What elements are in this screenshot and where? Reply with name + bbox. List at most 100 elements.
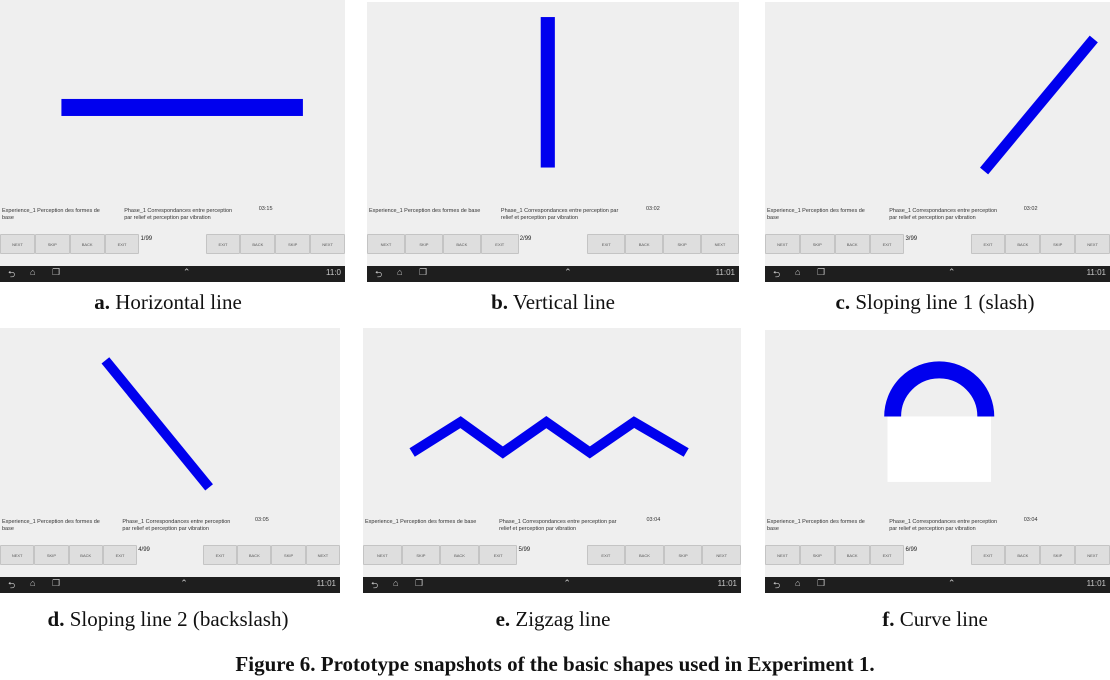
- recent-apps-icon[interactable]: ❐: [52, 578, 61, 588]
- back-icon[interactable]: ⮌: [773, 580, 781, 590]
- nav-button[interactable]: EXIT: [478, 545, 518, 565]
- recent-apps-icon[interactable]: ❐: [817, 578, 826, 588]
- nav-button[interactable]: EXIT: [480, 234, 519, 254]
- nav-button[interactable]: SKIP: [404, 234, 443, 254]
- nav-button[interactable]: EXIT: [869, 545, 905, 565]
- nav-button[interactable]: BACK: [625, 234, 664, 254]
- shape-canvas: [540, 17, 555, 168]
- nav-button[interactable]: SKIP: [401, 545, 441, 565]
- nav-button[interactable]: NEXT: [1075, 545, 1110, 565]
- nav-button[interactable]: BACK: [1005, 234, 1041, 254]
- nav-button[interactable]: NEXT: [0, 234, 35, 254]
- chevron-up-icon[interactable]: ⌃: [947, 267, 956, 277]
- nav-button[interactable]: NEXT: [310, 234, 345, 254]
- nav-button[interactable]: SKIP: [799, 234, 835, 254]
- nav-button[interactable]: NEXT: [0, 545, 35, 565]
- button-bar: NEXT SKIP BACK EXIT 5/99 EXIT BACK SKIP NEXT: [363, 545, 741, 565]
- nav-button[interactable]: EXIT: [587, 234, 626, 254]
- back-icon[interactable]: ⮌: [773, 269, 781, 279]
- nav-button[interactable]: SKIP: [663, 545, 703, 565]
- status-time: 11:01: [316, 579, 336, 588]
- trial-counter: 5/99: [518, 547, 531, 553]
- nav-button[interactable]: NEXT: [1075, 234, 1110, 254]
- nav-button[interactable]: SKIP: [1040, 234, 1076, 254]
- chevron-up-icon[interactable]: ⌃: [947, 578, 956, 588]
- nav-button[interactable]: BACK: [442, 234, 481, 254]
- nav-button[interactable]: NEXT: [701, 234, 739, 254]
- nav-button[interactable]: BACK: [834, 234, 870, 254]
- nav-button[interactable]: SKIP: [663, 234, 702, 254]
- home-icon[interactable]: ⌂: [30, 578, 36, 588]
- button-bar: NEXT SKIP BACK EXIT 2/99 EXIT BACK SKIP NEXT: [367, 234, 739, 254]
- back-icon[interactable]: ⮌: [8, 269, 16, 279]
- tablet-screen: Experience_1 Perception des formes de ba…: [363, 328, 741, 593]
- recent-apps-icon[interactable]: ❐: [415, 578, 424, 588]
- nav-button[interactable]: EXIT: [586, 545, 626, 565]
- phase-label: Phase_1 Correspondances entre perception…: [889, 519, 998, 532]
- nav-button[interactable]: BACK: [68, 545, 103, 565]
- nav-button[interactable]: EXIT: [970, 545, 1006, 565]
- clock-label: 03:15: [258, 206, 273, 212]
- button-bar: NEXT SKIP BACK EXIT 3/99 EXIT BACK SKIP NEXT: [765, 234, 1110, 254]
- nav-button[interactable]: EXIT: [102, 545, 138, 565]
- nav-button[interactable]: EXIT: [202, 545, 238, 565]
- home-icon[interactable]: ⌂: [30, 267, 36, 277]
- status-time: 11:01: [1086, 268, 1106, 277]
- nav-button[interactable]: SKIP: [1040, 545, 1076, 565]
- nav-button[interactable]: NEXT: [367, 234, 405, 254]
- android-navbar: ⮌ ⌂ ❐ ⌃ 11:01: [363, 577, 741, 593]
- android-navbar: ⮌ ⌂ ❐ ⌃ 11:01: [765, 266, 1110, 282]
- nav-button[interactable]: SKIP: [799, 545, 835, 565]
- chevron-up-icon[interactable]: ⌃: [563, 578, 571, 588]
- nav-button[interactable]: BACK: [834, 545, 870, 565]
- recent-apps-icon[interactable]: ❐: [52, 267, 61, 277]
- nav-button[interactable]: BACK: [625, 545, 664, 565]
- nav-button[interactable]: BACK: [237, 545, 272, 565]
- nav-button[interactable]: NEXT: [305, 545, 340, 565]
- nav-button[interactable]: EXIT: [970, 234, 1006, 254]
- nav-button[interactable]: NEXT: [363, 545, 402, 565]
- recent-apps-icon[interactable]: ❐: [419, 267, 428, 277]
- button-bar: NEXT SKIP BACK EXIT 6/99 EXIT BACK SKIP NEXT: [765, 545, 1110, 565]
- nav-button[interactable]: EXIT: [104, 234, 140, 254]
- caption-text: Horizontal line: [115, 290, 242, 314]
- chevron-up-icon[interactable]: ⌃: [180, 578, 188, 588]
- nav-button[interactable]: SKIP: [34, 545, 69, 565]
- nav-button[interactable]: BACK: [440, 545, 479, 565]
- back-icon[interactable]: ⮌: [8, 580, 16, 590]
- caption-letter: a.: [94, 290, 110, 314]
- nav-button[interactable]: BACK: [1005, 545, 1041, 565]
- nav-button[interactable]: SKIP: [34, 234, 70, 254]
- phase-label: Phase_1 Correspondances entre perception…: [499, 519, 617, 532]
- status-time: 11:01: [1086, 579, 1106, 588]
- home-icon[interactable]: ⌂: [795, 578, 801, 588]
- caption-letter: c.: [835, 290, 851, 314]
- panel-caption: a. Horizontal line: [94, 290, 242, 315]
- recent-apps-icon[interactable]: ❐: [817, 267, 826, 277]
- nav-button[interactable]: NEXT: [702, 545, 741, 565]
- panel-caption: d. Sloping line 2 (backslash): [48, 607, 289, 632]
- nav-button[interactable]: BACK: [240, 234, 276, 254]
- slash-line-shape: [980, 35, 1098, 175]
- back-icon[interactable]: ⮌: [375, 269, 383, 279]
- shape-canvas: [409, 416, 689, 459]
- trial-counter: 4/99: [138, 547, 150, 553]
- chevron-up-icon[interactable]: ⌃: [564, 267, 572, 277]
- nav-button[interactable]: SKIP: [275, 234, 311, 254]
- nav-button[interactable]: BACK: [69, 234, 105, 254]
- nav-button[interactable]: NEXT: [765, 234, 800, 254]
- vertical-line-shape: [540, 17, 555, 168]
- panel-caption: c. Sloping line 1 (slash): [836, 290, 1035, 315]
- nav-button[interactable]: SKIP: [271, 545, 306, 565]
- home-icon[interactable]: ⌂: [393, 578, 399, 588]
- nav-button[interactable]: EXIT: [869, 234, 905, 254]
- status-time: 11:01: [715, 268, 735, 277]
- back-icon[interactable]: ⮌: [371, 580, 379, 590]
- nav-button[interactable]: EXIT: [205, 234, 241, 254]
- nav-button[interactable]: NEXT: [765, 545, 800, 565]
- home-icon[interactable]: ⌂: [397, 267, 403, 277]
- chevron-up-icon[interactable]: ⌃: [182, 267, 191, 277]
- home-icon[interactable]: ⌂: [795, 267, 801, 277]
- caption-text: Sloping line 1 (slash): [855, 290, 1035, 314]
- trial-counter: 6/99: [905, 547, 918, 553]
